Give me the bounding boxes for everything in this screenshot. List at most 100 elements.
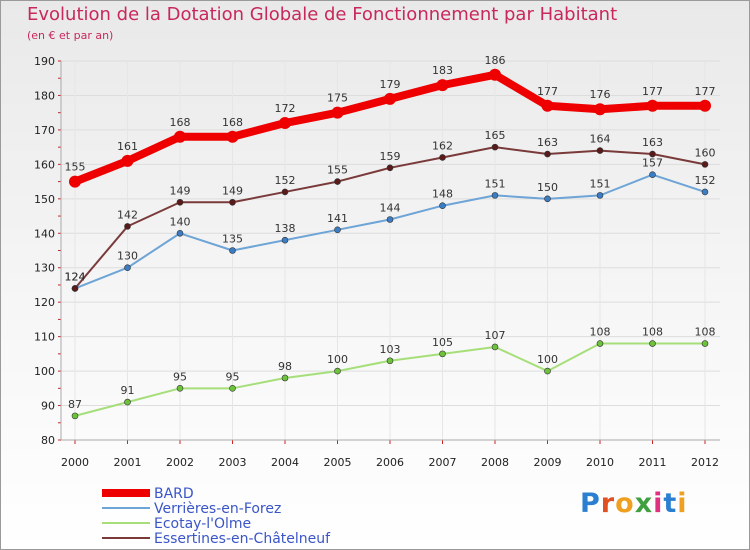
data-point [71,412,79,420]
data-point [491,343,499,351]
data-point [701,340,709,347]
data-label: 130 [117,250,138,263]
data-label: 183 [432,64,453,77]
logo-letter: t [663,488,678,519]
data-label: 141 [327,212,348,225]
data-label: 108 [642,326,663,339]
data-label: 155 [65,161,86,174]
x-tick-label: 2008 [481,456,509,469]
data-point [334,226,341,234]
data-point [334,367,341,375]
data-point [281,236,289,244]
data-label: 168 [222,116,243,129]
x-tick-label: 2010 [586,456,614,469]
data-label: 142 [117,208,138,221]
data-label: 176 [590,88,611,101]
data-label: 168 [170,116,191,129]
y-tick-label: 180 [34,89,55,102]
y-tick-label: 160 [34,158,55,171]
y-tick-label: 80 [41,434,55,447]
data-point [489,68,501,81]
data-point [491,143,499,151]
x-tick-label: 2009 [534,456,562,469]
data-point [439,350,446,358]
data-label: 160 [695,146,716,159]
data-label: 186 [485,54,506,67]
data-label: 124 [65,270,86,283]
data-label: 91 [121,384,135,397]
data-point [541,99,554,112]
x-tick-label: 2000 [61,456,89,469]
data-point [544,150,551,158]
logo-letter: P [580,488,601,519]
data-point [334,178,341,185]
logo-letter: i [653,488,664,519]
data-point [69,175,81,188]
data-point [124,223,131,230]
data-label: 179 [380,78,401,91]
data-label: 140 [170,215,191,228]
grid-lines [61,60,720,441]
data-label: 107 [485,329,506,342]
chart-title: Evolution de la Dotation Globale de Fonc… [27,4,618,25]
y-tick-label: 130 [34,262,55,275]
data-point [596,147,604,154]
data-point [439,154,446,161]
data-label: 152 [275,174,296,187]
data-point [544,195,551,203]
legend-label: BARD [154,486,194,502]
data-point [124,264,131,272]
legend-label: Ecotay-l'Olme [154,516,251,532]
data-point [176,385,184,392]
x-tick-label: 2002 [166,456,194,469]
data-point [649,340,656,347]
data-label: 157 [642,157,663,170]
data-label: 108 [695,326,716,339]
y-tick-label: 110 [34,331,55,344]
data-label: 95 [173,370,187,383]
data-point [436,79,449,92]
data-label: 177 [642,85,663,98]
data-point [649,150,656,158]
data-label: 177 [537,85,558,98]
data-label: 155 [327,164,348,177]
legend: BARDVerrières-en-ForezEcotay-l'OlmeEsser… [102,486,331,547]
data-label: 164 [590,133,611,146]
data-point [594,103,606,116]
data-label: 151 [485,177,506,190]
data-label: 108 [590,326,611,339]
x-tick-label: 2003 [219,456,247,469]
data-point [121,154,134,167]
axes [58,60,720,444]
data-labels: 155 161 168 168 172 175 179 183 186 177 176 177 177 1… [65,54,716,411]
data-label: 149 [222,184,243,197]
data-point [491,192,499,199]
data-label: 124 [65,270,86,283]
data-point [439,202,446,210]
data-label: 163 [642,136,663,149]
data-label: 135 [222,233,243,246]
legend-label: Essertines-en-Châtelneuf [154,531,331,547]
data-label: 150 [537,181,558,194]
data-point [331,106,344,119]
proxiti-logo: Proxiti [580,488,688,519]
data-label: 159 [380,150,401,163]
x-tick-label: 2007 [429,456,457,469]
x-tick-label: 2006 [376,456,404,469]
y-tick-label: 190 [34,55,55,68]
data-point [596,340,604,347]
data-point [229,247,236,254]
x-tick-label: 2012 [691,456,719,469]
x-tick-label: 2004 [271,456,299,469]
data-point [281,188,289,196]
y-tick-label: 150 [34,193,55,206]
data-label: 87 [68,398,82,411]
logo-letter: i [677,488,688,519]
data-label: 138 [275,222,296,235]
data-point [646,99,659,112]
data-label: 165 [485,129,506,142]
data-point [701,188,709,196]
y-tick-label: 100 [34,365,55,378]
